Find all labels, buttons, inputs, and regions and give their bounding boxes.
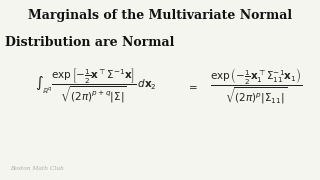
Text: Distribution are Normal: Distribution are Normal <box>5 36 174 49</box>
Text: Marginals of the Multivariate Normal: Marginals of the Multivariate Normal <box>28 9 292 22</box>
Text: Boston Math Club: Boston Math Club <box>10 166 63 171</box>
Text: $\int_{\mathbb{R}^q} \dfrac{\exp\left[-\frac{1}{2}\mathbf{x}^\top\Sigma^{-1}\mat: $\int_{\mathbb{R}^q} \dfrac{\exp\left[-\… <box>35 67 157 105</box>
Text: $=$: $=$ <box>186 81 198 91</box>
Text: $\dfrac{\exp\left(-\frac{1}{2}\mathbf{x}_1^\top\Sigma_{11}^{-1}\mathbf{x}_1\righ: $\dfrac{\exp\left(-\frac{1}{2}\mathbf{x}… <box>210 67 302 106</box>
